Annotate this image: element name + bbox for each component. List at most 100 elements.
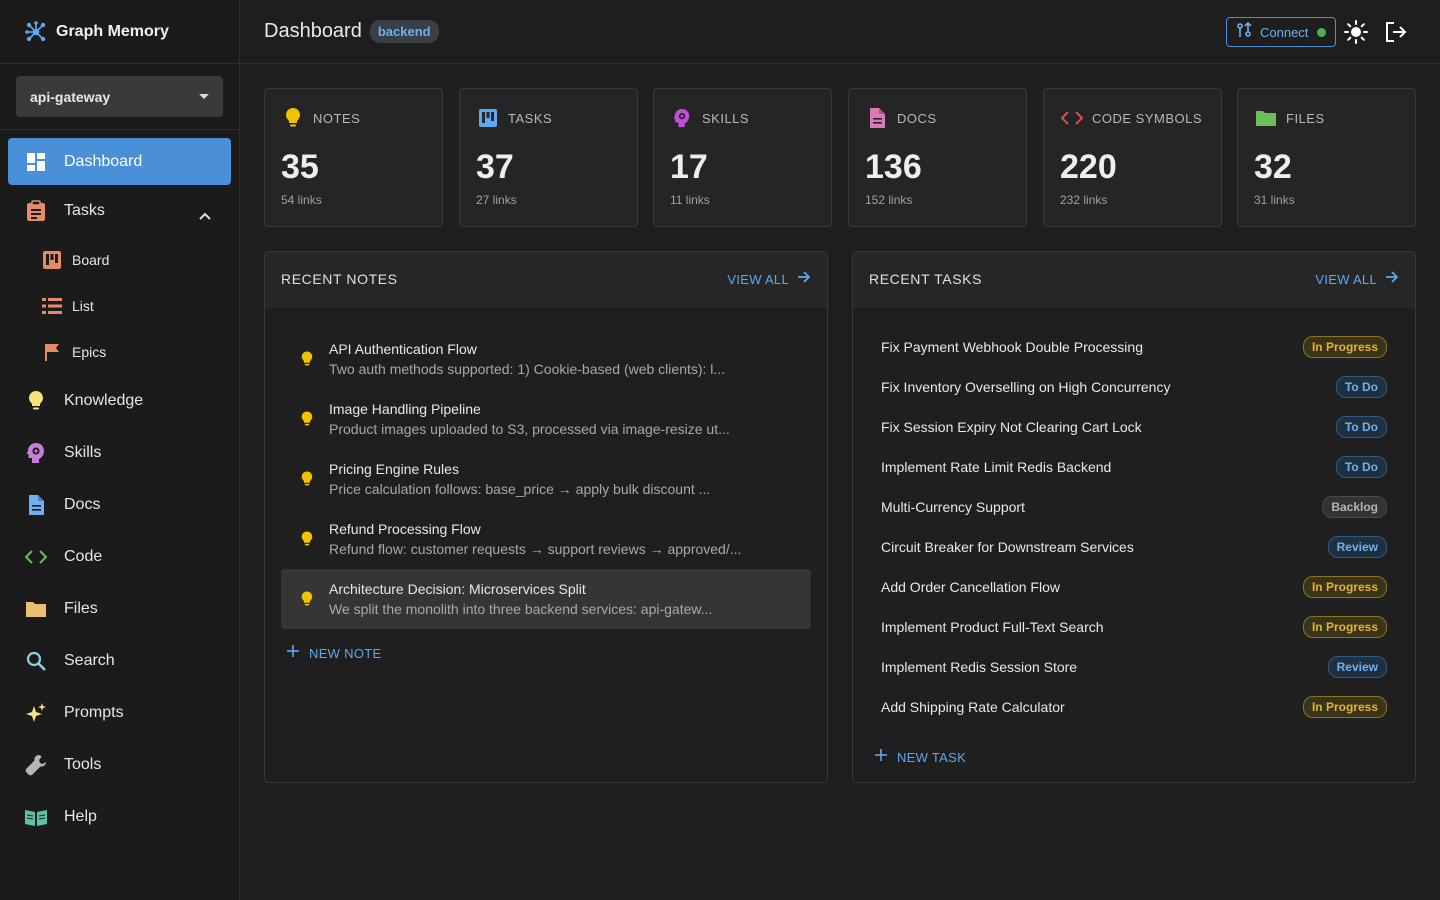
list-item[interactable]: Implement Product Full-Text Search In Pro… <box>881 607 1387 647</box>
flag-icon <box>42 342 62 362</box>
dashboard-icon <box>24 150 48 174</box>
sidebar-item-label: Skills <box>64 444 102 461</box>
status-badge: Review <box>1327 656 1387 678</box>
list-item[interactable]: Implement Rate Limit Redis Backend To Do <box>881 447 1387 487</box>
note-title: Pricing Engine Rules <box>329 461 459 477</box>
page-title: Dashboard <box>264 20 362 42</box>
note-preview: Price calculation follows: base_price → … <box>329 481 711 497</box>
task-title: Fix Payment Webhook Double Processing <box>881 339 1143 355</box>
list-item[interactable]: Refund Processing Flow Refund flow: custo… <box>281 509 811 569</box>
list-item[interactable]: Add Shipping Rate Calculator In Progress <box>881 687 1387 727</box>
project-select[interactable]: api-gateway <box>16 76 223 117</box>
sidebar-item-label: Files <box>64 600 98 617</box>
document-icon <box>865 106 889 130</box>
sidebar-item-tasks[interactable]: Tasks <box>8 185 231 237</box>
theme-toggle-sun-icon[interactable] <box>1343 19 1369 45</box>
sidebar-subitem-list[interactable]: List <box>0 283 239 329</box>
new-task-label: NEW TASK <box>897 749 967 765</box>
panel-title: RECENT NOTES <box>281 271 398 287</box>
list-item[interactable]: Multi-Currency Support Backlog <box>881 487 1387 527</box>
task-title: Fix Inventory Overselling on High Concur… <box>881 379 1171 395</box>
status-badge: In Progress <box>1302 576 1387 598</box>
clipboard-icon <box>24 199 48 223</box>
stat-card-files[interactable]: FILES 32 31 links <box>1237 88 1416 227</box>
connect-button[interactable]: Connect <box>1226 17 1336 47</box>
status-badge: Review <box>1327 536 1387 558</box>
task-title: Implement Rate Limit Redis Backend <box>881 459 1112 475</box>
sidebar-item-files[interactable]: Files <box>8 583 231 635</box>
top-header: Dashboard backend Connect <box>240 0 1440 64</box>
list-item[interactable]: Architecture Decision: Microservices Spl… <box>281 569 811 629</box>
chevron-up-icon[interactable] <box>199 207 211 225</box>
lightbulb-icon <box>297 589 317 609</box>
lightbulb-icon <box>297 529 317 549</box>
list-item[interactable]: Fix Session Expiry Not Clearing Cart Loc… <box>881 407 1387 447</box>
list-item[interactable]: Pricing Engine Rules Price calculation fo… <box>281 449 811 509</box>
stat-card-code-symbols[interactable]: CODE SYMBOLS 220 232 links <box>1043 88 1222 227</box>
new-note-button[interactable]: NEW NOTE <box>265 635 827 671</box>
sidebar-item-knowledge[interactable]: Knowledge <box>8 375 231 427</box>
task-title: Add Order Cancellation Flow <box>881 579 1060 595</box>
list-item[interactable]: Fix Payment Webhook Double Processing In … <box>881 327 1387 367</box>
sidebar-subitem-label: List <box>72 298 94 314</box>
plus-icon <box>875 748 887 766</box>
task-title: Implement Redis Session Store <box>881 659 1078 675</box>
sidebar-item-docs[interactable]: Docs <box>8 479 231 531</box>
sidebar: Graph Memory api-gateway Dashboard Tasks <box>0 0 240 900</box>
sidebar-nav: Dashboard Tasks Board List <box>0 130 239 843</box>
stat-links: 31 links <box>1254 193 1295 207</box>
status-badge: To Do <box>1335 376 1387 398</box>
stat-count: 35 <box>281 148 319 186</box>
sidebar-item-search[interactable]: Search <box>8 635 231 687</box>
graph-logo-icon <box>24 20 48 44</box>
list-item[interactable]: Circuit Breaker for Downstream Services R… <box>881 527 1387 567</box>
view-all-notes-button[interactable]: VIEW ALL <box>727 270 811 289</box>
sidebar-subitem-epics[interactable]: Epics <box>0 329 239 375</box>
list-item[interactable]: Image Handling Pipeline Product images up… <box>281 389 811 449</box>
project-selector-wrap: api-gateway <box>0 64 239 130</box>
connection-status-dot <box>1317 28 1326 37</box>
sidebar-item-label: Tasks <box>64 202 105 219</box>
board-icon <box>476 106 500 130</box>
stat-card-docs[interactable]: DOCS 136 152 links <box>848 88 1027 227</box>
arrow-right-icon <box>1385 270 1399 289</box>
logout-icon[interactable] <box>1383 19 1409 45</box>
new-task-button[interactable]: NEW TASK <box>853 739 1415 775</box>
list-item[interactable]: Implement Redis Session Store Review <box>881 647 1387 687</box>
list-item[interactable]: Fix Inventory Overselling on High Concur… <box>881 367 1387 407</box>
note-title: API Authentication Flow <box>329 341 477 357</box>
sidebar-item-code[interactable]: Code <box>8 531 231 583</box>
project-select-value: api-gateway <box>30 88 111 105</box>
stat-card-skills[interactable]: SKILLS 17 11 links <box>653 88 832 227</box>
note-title: Image Handling Pipeline <box>329 401 481 417</box>
sidebar-item-tools[interactable]: Tools <box>8 739 231 791</box>
folder-icon <box>24 597 48 621</box>
stat-links: 232 links <box>1060 193 1108 207</box>
search-icon <box>24 649 48 673</box>
stat-card-tasks[interactable]: TASKS 37 27 links <box>459 88 638 227</box>
list-item[interactable]: Add Order Cancellation Flow In Progress <box>881 567 1387 607</box>
stat-count: 32 <box>1254 148 1292 186</box>
sidebar-subitem-board[interactable]: Board <box>0 237 239 283</box>
list-item[interactable]: API Authentication Flow Two auth methods … <box>281 329 811 389</box>
view-all-tasks-button[interactable]: VIEW ALL <box>1315 270 1399 289</box>
status-badge: To Do <box>1335 456 1387 478</box>
note-preview: Refund flow: customer requests → support… <box>329 541 742 557</box>
sidebar-item-label: Docs <box>64 496 101 513</box>
stat-label: NOTES <box>313 110 361 126</box>
sidebar-item-help[interactable]: Help <box>8 791 231 843</box>
sidebar-item-prompts[interactable]: Prompts <box>8 687 231 739</box>
note-title: Architecture Decision: Microservices Spl… <box>329 581 586 597</box>
task-title: Implement Product Full-Text Search <box>881 619 1104 635</box>
brand[interactable]: Graph Memory <box>0 0 239 64</box>
folder-icon <box>1254 106 1278 130</box>
stat-count: 37 <box>476 148 514 186</box>
task-title: Multi-Currency Support <box>881 499 1025 515</box>
notes-list: API Authentication Flow Two auth methods … <box>265 307 827 629</box>
sidebar-item-dashboard[interactable]: Dashboard <box>8 138 231 185</box>
stat-links: 11 links <box>670 193 710 207</box>
sidebar-item-skills[interactable]: Skills <box>8 427 231 479</box>
note-preview: Two auth methods supported: 1) Cookie-ba… <box>329 361 726 377</box>
connect-label: Connect <box>1260 24 1309 40</box>
stat-card-notes[interactable]: NOTES 35 54 links <box>264 88 443 227</box>
